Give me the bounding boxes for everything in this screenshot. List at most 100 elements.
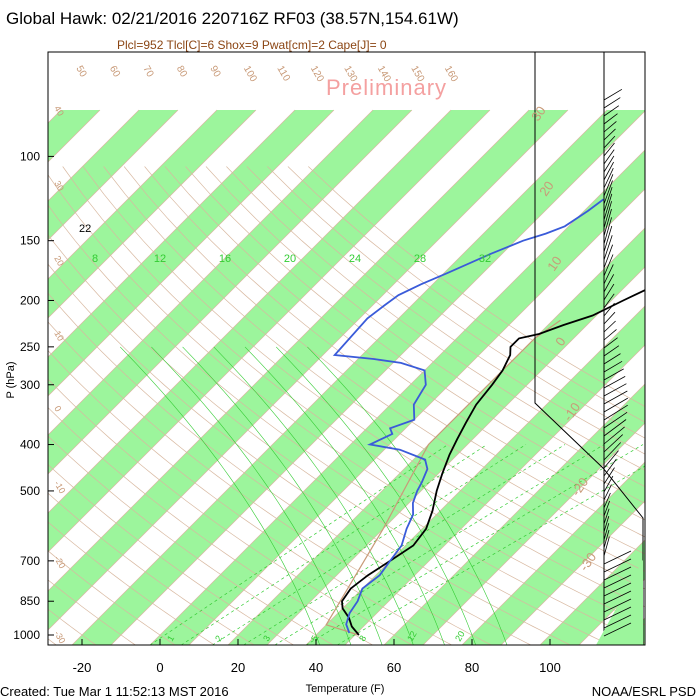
y-tick-label: 200 — [20, 293, 40, 307]
wind-barb — [603, 390, 628, 405]
wind-barb — [603, 274, 615, 293]
wind-barb — [603, 149, 615, 165]
dewpoint-series — [332, 198, 604, 634]
y-tick-label: 150 — [20, 234, 40, 248]
wind-barb — [603, 523, 610, 541]
dry-adiabat — [205, 166, 645, 488]
dry-adiabat — [226, 166, 645, 471]
dry-adiabat — [48, 234, 611, 645]
moist-adiabat — [213, 346, 414, 645]
temperature-band — [686, 110, 700, 655]
wind-barb — [603, 113, 618, 125]
isotherm-label: 0 — [52, 404, 63, 413]
plot-frame — [47, 51, 646, 646]
y-tick-label: 250 — [20, 340, 40, 354]
x-tick-label: 100 — [539, 660, 561, 675]
isotherm-line — [383, 383, 645, 645]
wind-barb — [603, 558, 632, 573]
mixing-ratio-label: 20 — [284, 253, 296, 265]
x-tick-label: 80 — [465, 660, 479, 675]
isotherm-label: 30 — [52, 179, 66, 193]
wind-barb — [603, 397, 629, 413]
mixing-ratio-label: 8 — [92, 253, 98, 265]
wind-area-band — [596, 560, 643, 645]
dry-adiabat — [62, 166, 645, 608]
temperature-band — [72, 110, 645, 645]
moist-adiabat — [275, 346, 477, 645]
isotherm-line — [266, 266, 645, 645]
wind-barb — [603, 529, 610, 549]
wind-barb — [603, 121, 617, 133]
wind-barb — [603, 293, 615, 309]
dry-adiabat — [123, 166, 645, 555]
mixing-ratio-line — [336, 465, 645, 645]
wind-barb — [603, 582, 632, 597]
wind-barb — [603, 500, 610, 517]
dry-adiabat — [48, 263, 571, 645]
wind-barb — [603, 550, 632, 565]
isotherm-line — [48, 109, 413, 475]
dry-adiabat — [48, 435, 334, 645]
mixing-ratio-line — [180, 444, 488, 645]
mixing-ratio-line — [212, 444, 527, 645]
x-tick-label: 20 — [231, 660, 245, 675]
moist-adiabat — [119, 346, 321, 645]
wind-barb — [603, 360, 623, 373]
dry-adiabat — [48, 350, 453, 645]
chart-subtitle: Plcl=952 Tlcl[C]=6 Shox=9 Pwat[cm]=2 Cap… — [117, 38, 387, 52]
mixing-ratio-label: 32 — [479, 253, 491, 265]
wind-barb-area — [534, 52, 644, 646]
wind-barb — [603, 302, 615, 317]
wind-barb — [603, 329, 617, 341]
wind-barb — [603, 135, 616, 149]
dry-adiabat — [48, 550, 176, 645]
wind-barb — [603, 419, 627, 437]
isotherm-label: 10 — [544, 253, 565, 273]
wind-barb — [603, 105, 620, 117]
isotherm-label: 20 — [52, 254, 66, 268]
parcel-line — [325, 319, 561, 636]
wind-barb — [603, 254, 614, 277]
isotherm-line — [48, 109, 530, 592]
dry-adiabat — [48, 321, 492, 645]
wind-barb — [603, 161, 614, 181]
wind-barb — [603, 383, 627, 397]
mixing-ratio-lines — [119, 346, 645, 645]
y-tick-label: 300 — [20, 378, 40, 392]
isotherm-line — [48, 109, 335, 397]
annotation-label: 22 — [79, 223, 91, 235]
isotherm-line — [48, 109, 569, 631]
wind-barb — [603, 225, 613, 253]
isotherm-label: 60 — [107, 64, 122, 80]
wind-barb — [603, 244, 613, 269]
axes: -20 0 20 40 60 80 1001001502002503004005007008… — [5, 51, 646, 695]
wind-barb — [603, 442, 621, 461]
wind-barb — [603, 186, 613, 213]
dry-adiabat — [246, 166, 645, 455]
mixing-ratio-label: 12 — [405, 629, 419, 643]
wind-barb — [603, 345, 620, 357]
isotherm-label: 70 — [140, 64, 155, 80]
sounding-series — [332, 198, 645, 636]
wind-barb — [603, 614, 632, 629]
dry-adiabat — [82, 166, 645, 590]
dry-adiabat — [287, 166, 645, 423]
wind-barb — [603, 426, 625, 445]
isotherm-line — [422, 422, 645, 645]
wind-barb — [603, 492, 611, 509]
wind-barb — [603, 590, 632, 605]
isotherm-line — [110, 110, 645, 645]
isotherm-line — [500, 500, 645, 645]
wind-barb — [603, 484, 612, 501]
wind-barb — [603, 180, 613, 205]
isotherm-label: 50 — [73, 64, 88, 80]
mixing-ratio-label: 16 — [219, 253, 231, 265]
isotherm-line — [48, 109, 296, 358]
mixing-ratio-label: 24 — [349, 253, 361, 265]
y-tick-label: 700 — [20, 554, 40, 568]
created-timestamp: Created: Tue Mar 1 11:52:13 MST 2016 — [0, 684, 229, 699]
y-tick-label: 1000 — [13, 628, 40, 642]
dry-adiabat — [48, 407, 373, 645]
wind-barb — [603, 155, 615, 173]
